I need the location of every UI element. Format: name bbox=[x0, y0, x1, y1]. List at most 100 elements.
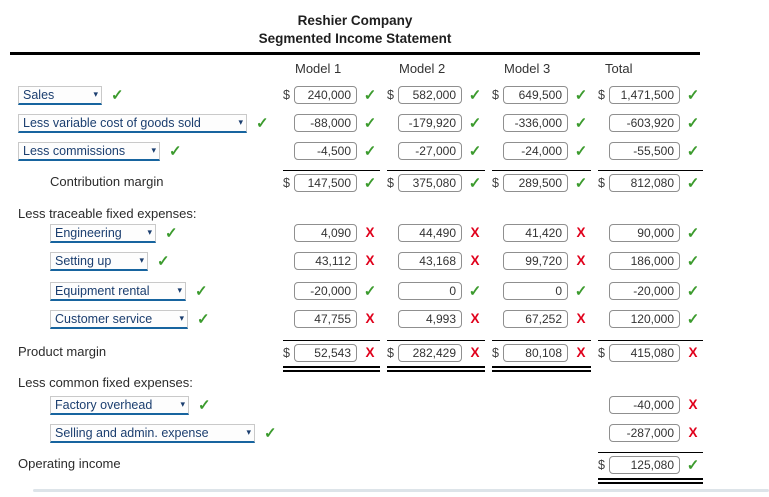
correct-check-icon: ✓ bbox=[686, 86, 700, 104]
correct-check-icon: ✓ bbox=[686, 282, 700, 300]
contribution-margin-model3-input[interactable] bbox=[503, 174, 568, 192]
column-header-row: Model 1 Model 2 Model 3 Total bbox=[0, 60, 710, 76]
factory-overhead-total-input[interactable] bbox=[609, 396, 680, 414]
equipment-rental-model2-input[interactable] bbox=[398, 282, 462, 300]
dropdown-arrow-icon: ▾ bbox=[139, 255, 144, 265]
sales-model2-input[interactable] bbox=[398, 86, 462, 104]
row-operating-income: Operating income $ ✓ bbox=[0, 452, 710, 484]
incorrect-x-icon: X bbox=[688, 397, 698, 413]
correct-check-icon: ✓ bbox=[111, 86, 124, 104]
row-commissions: Less commissions ▾ ✓ ✓ ✓ ✓ ✓ bbox=[0, 140, 710, 162]
correct-check-icon: ✓ bbox=[157, 252, 170, 270]
incorrect-x-icon: X bbox=[576, 253, 586, 269]
dollar-sign: $ bbox=[598, 346, 605, 360]
dropdown-arrow-icon: ▾ bbox=[180, 399, 185, 409]
customer-service-model1-input[interactable] bbox=[294, 310, 357, 328]
correct-check-icon: ✓ bbox=[363, 174, 377, 192]
dollar-sign: $ bbox=[283, 176, 290, 190]
commissions-model3-input[interactable] bbox=[503, 142, 568, 160]
correct-check-icon: ✓ bbox=[686, 142, 700, 160]
customer-service-model3-input[interactable] bbox=[503, 310, 568, 328]
contribution-margin-total-input[interactable] bbox=[609, 174, 680, 192]
correct-check-icon: ✓ bbox=[363, 86, 377, 104]
header-rule bbox=[10, 52, 700, 55]
engineering-account-select[interactable]: Engineering ▾ bbox=[50, 223, 156, 243]
row-product-margin: Product margin $ X $ X $ X $ X bbox=[0, 340, 710, 372]
contribution-margin-label: Contribution margin bbox=[50, 174, 164, 189]
column-header-model3: Model 3 bbox=[504, 61, 551, 76]
variable-cogs-model2-input[interactable] bbox=[398, 114, 462, 132]
correct-check-icon: ✓ bbox=[686, 252, 700, 270]
incorrect-x-icon: X bbox=[688, 425, 698, 441]
product-margin-model1-input[interactable] bbox=[294, 344, 357, 362]
dollar-sign: $ bbox=[598, 458, 605, 472]
row-common-header: Less common fixed expenses: bbox=[0, 371, 710, 393]
sales-model3-input[interactable] bbox=[503, 86, 568, 104]
dollar-sign: $ bbox=[492, 176, 499, 190]
dollar-sign: $ bbox=[492, 346, 499, 360]
commissions-total-input[interactable] bbox=[609, 142, 680, 160]
selling-admin-account-label: Selling and admin. expense bbox=[55, 425, 209, 440]
contribution-margin-model1-input[interactable] bbox=[294, 174, 357, 192]
equipment-rental-account-select[interactable]: Equipment rental ▾ bbox=[50, 281, 186, 301]
correct-check-icon: ✓ bbox=[468, 174, 482, 192]
selling-admin-account-select[interactable]: Selling and admin. expense ▾ bbox=[50, 423, 255, 443]
engineering-model3-input[interactable] bbox=[503, 224, 568, 242]
product-margin-model3-input[interactable] bbox=[503, 344, 568, 362]
product-margin-total-input[interactable] bbox=[609, 344, 680, 362]
dropdown-arrow-icon: ▾ bbox=[246, 427, 251, 437]
sales-model1-input[interactable] bbox=[294, 86, 357, 104]
dollar-sign: $ bbox=[387, 88, 394, 102]
sales-total-input[interactable] bbox=[609, 86, 680, 104]
row-setting-up: Setting up ▾ ✓ X X X ✓ bbox=[0, 250, 710, 272]
setting-up-account-select[interactable]: Setting up ▾ bbox=[50, 251, 148, 271]
correct-check-icon: ✓ bbox=[169, 142, 182, 160]
commissions-model2-input[interactable] bbox=[398, 142, 462, 160]
engineering-model2-input[interactable] bbox=[398, 224, 462, 242]
engineering-model1-input[interactable] bbox=[294, 224, 357, 242]
sales-account-select[interactable]: Sales ▾ bbox=[18, 85, 102, 105]
equipment-rental-model3-input[interactable] bbox=[503, 282, 568, 300]
commissions-account-select[interactable]: Less commissions ▾ bbox=[18, 141, 160, 161]
correct-check-icon: ✓ bbox=[363, 282, 377, 300]
selling-admin-total-input[interactable] bbox=[609, 424, 680, 442]
dollar-sign: $ bbox=[387, 346, 394, 360]
engineering-total-input[interactable] bbox=[609, 224, 680, 242]
setting-up-total-input[interactable] bbox=[609, 252, 680, 270]
correct-check-icon: ✓ bbox=[363, 114, 377, 132]
incorrect-x-icon: X bbox=[365, 345, 375, 361]
column-header-model1: Model 1 bbox=[295, 61, 342, 76]
customer-service-total-input[interactable] bbox=[609, 310, 680, 328]
setting-up-model1-input[interactable] bbox=[294, 252, 357, 270]
correct-check-icon: ✓ bbox=[574, 86, 588, 104]
product-margin-model2-input[interactable] bbox=[398, 344, 462, 362]
setting-up-model2-input[interactable] bbox=[398, 252, 462, 270]
customer-service-account-select[interactable]: Customer service ▾ bbox=[50, 309, 188, 329]
correct-check-icon: ✓ bbox=[468, 142, 482, 160]
operating-income-label: Operating income bbox=[18, 456, 121, 471]
variable-cogs-model1-input[interactable] bbox=[294, 114, 357, 132]
variable-cogs-account-select[interactable]: Less variable cost of goods sold ▾ bbox=[18, 113, 247, 133]
correct-check-icon: ✓ bbox=[256, 114, 269, 132]
correct-check-icon: ✓ bbox=[363, 142, 377, 160]
setting-up-model3-input[interactable] bbox=[503, 252, 568, 270]
variable-cogs-model3-input[interactable] bbox=[503, 114, 568, 132]
incorrect-x-icon: X bbox=[470, 311, 480, 327]
correct-check-icon: ✓ bbox=[468, 282, 482, 300]
variable-cogs-account-label: Less variable cost of goods sold bbox=[23, 115, 201, 130]
correct-check-icon: ✓ bbox=[165, 224, 178, 242]
row-sales: Sales ▾ ✓ $ ✓ $ ✓ $ ✓ $ ✓ bbox=[0, 84, 710, 106]
correct-check-icon: ✓ bbox=[574, 174, 588, 192]
operating-income-total-input[interactable] bbox=[609, 456, 680, 474]
equipment-rental-model1-input[interactable] bbox=[294, 282, 357, 300]
equipment-rental-total-input[interactable] bbox=[609, 282, 680, 300]
correct-check-icon: ✓ bbox=[197, 310, 210, 328]
contribution-margin-model2-input[interactable] bbox=[398, 174, 462, 192]
commissions-model1-input[interactable] bbox=[294, 142, 357, 160]
customer-service-model2-input[interactable] bbox=[398, 310, 462, 328]
incorrect-x-icon: X bbox=[365, 225, 375, 241]
variable-cogs-total-input[interactable] bbox=[609, 114, 680, 132]
statement-title: Segmented Income Statement bbox=[258, 31, 452, 46]
factory-overhead-account-select[interactable]: Factory overhead ▾ bbox=[50, 395, 189, 415]
